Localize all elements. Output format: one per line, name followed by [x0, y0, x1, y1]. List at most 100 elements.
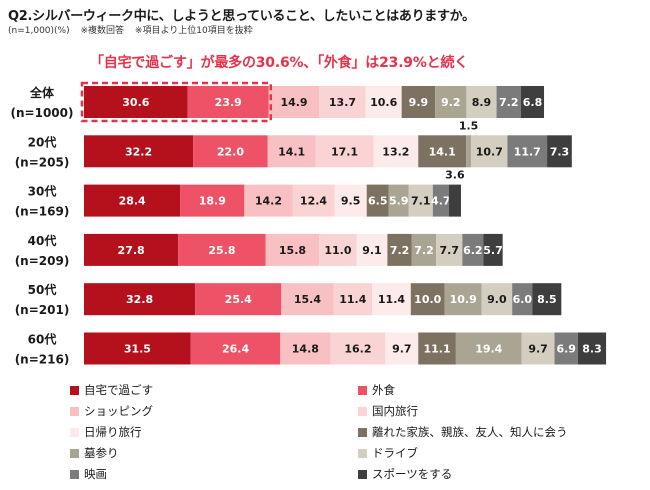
bar-segment — [411, 233, 437, 266]
data-label: 7.2 — [499, 96, 519, 109]
data-label: 5.7 — [483, 244, 503, 257]
bar-segment — [435, 86, 467, 118]
bar-segment — [577, 332, 607, 365]
bar-segment — [401, 86, 436, 118]
chart-title: Q2.シルバーウィーク中に、しようと思っていること、したいことはありますか。 — [8, 9, 475, 24]
data-label: 10.7 — [476, 145, 503, 158]
data-label: 14.1 — [429, 145, 456, 158]
bar-segment — [547, 135, 572, 168]
data-label: 23.9 — [215, 96, 242, 109]
legend-item: 国内旅行 — [358, 403, 418, 419]
row-label: 30代 — [28, 184, 57, 199]
multiple-answer-note: ※複数回答 — [80, 26, 125, 36]
bar-segment — [84, 135, 194, 168]
data-label: 30.6 — [122, 96, 149, 109]
bar-segment — [455, 332, 522, 365]
bar-segment — [365, 86, 402, 118]
bar-segment — [280, 332, 331, 365]
bar-segment — [281, 283, 334, 316]
row-label: (n=205) — [15, 155, 70, 169]
data-label: 7.7 — [440, 244, 460, 257]
data-label: 9.0 — [487, 293, 507, 306]
bar-segment — [84, 283, 196, 316]
bar-segment — [84, 233, 179, 266]
bar-segment — [334, 184, 367, 217]
data-label: 9.2 — [441, 96, 461, 109]
data-label: 14.1 — [278, 145, 305, 158]
bar-segment — [520, 86, 545, 118]
bar-segment — [483, 233, 503, 266]
bar-segment — [187, 86, 269, 118]
data-label: 10.9 — [450, 293, 477, 306]
bar-segment — [418, 135, 467, 168]
legend-label: 墓参り — [84, 446, 119, 460]
legend-item: 外食 — [358, 382, 395, 398]
data-label: 26.4 — [222, 343, 249, 356]
bar-segment — [265, 233, 320, 266]
data-label: 32.2 — [125, 145, 152, 158]
bar-segment — [387, 233, 412, 266]
data-label: 28.4 — [119, 195, 146, 208]
data-label: 14.8 — [292, 343, 319, 356]
data-label: 6.9 — [556, 343, 576, 356]
data-label: 10.0 — [414, 293, 441, 306]
bar-segment — [195, 283, 282, 316]
bar-segment — [388, 184, 409, 217]
data-label: 25.8 — [208, 244, 235, 257]
bar-segment — [507, 135, 548, 168]
data-label: 11.4 — [339, 293, 366, 306]
data-label: 7.1 — [411, 195, 431, 208]
data-label: 12.4 — [300, 195, 327, 208]
bar-segment — [84, 332, 191, 365]
bar-segment — [466, 86, 497, 118]
bar-segment — [432, 184, 449, 217]
bar-segment — [84, 86, 188, 118]
legend-item: ショッピング — [70, 403, 153, 419]
bar-segment — [410, 283, 445, 316]
sample-size-note: (n=1,000)(%) — [8, 26, 70, 36]
data-label: 15.4 — [294, 293, 321, 306]
data-label: 6.8 — [523, 96, 543, 109]
data-label: 10.6 — [370, 96, 397, 109]
legend-label: ショッピング — [84, 404, 153, 418]
data-label-outside: 3.6 — [445, 169, 465, 182]
data-label: 9.9 — [409, 96, 429, 109]
bar-segment — [481, 283, 513, 316]
legend-swatch — [358, 406, 367, 416]
chart-note: (n=1,000)(%) ※複数回答 ※項目より上位10項目を抜粋 — [8, 23, 253, 36]
bar-segment — [385, 332, 419, 365]
bar-segment — [471, 135, 508, 168]
bar-segment — [532, 283, 562, 316]
stacked-bar-chart: 全体 (n=1000) 30.6 23.9 14.9 13.7 10.6 9.9 9.2 8.9 7… — [11, 81, 607, 367]
bar-segment — [448, 184, 461, 217]
data-label: 31.5 — [124, 343, 151, 356]
data-label: 9.7 — [528, 343, 548, 356]
top10-note: ※項目より上位10項目を抜粋 — [134, 26, 253, 36]
bar-segment — [333, 283, 373, 316]
bar-segment — [319, 86, 366, 118]
legend-item: 離れた家族、親族、友人、知人に会う — [358, 424, 568, 440]
data-label: 18.9 — [199, 195, 226, 208]
bar-segment — [444, 283, 482, 316]
bar-segment — [190, 332, 281, 365]
bar-segment — [373, 135, 419, 168]
legend-swatch — [358, 448, 367, 458]
data-label-outside: 1.5 — [459, 119, 479, 132]
legend-label: 映画 — [84, 467, 107, 481]
legend-swatch — [70, 406, 79, 416]
row-label: (n=209) — [15, 254, 70, 268]
data-label: 27.8 — [118, 244, 145, 257]
data-label: 9.1 — [362, 244, 382, 257]
bar-segment — [418, 332, 456, 365]
bar-segment — [244, 184, 293, 217]
legend-swatch — [358, 385, 367, 395]
bar-segment — [462, 233, 484, 266]
bar-segment — [178, 233, 266, 266]
legend-label: 日帰り旅行 — [84, 425, 142, 439]
bar-segment — [356, 233, 388, 266]
legend-swatch — [70, 385, 79, 395]
bar-segment — [436, 233, 463, 266]
legend-swatch — [70, 427, 79, 437]
legend-label: スポーツをする — [372, 467, 453, 481]
data-label: 14.9 — [280, 96, 307, 109]
